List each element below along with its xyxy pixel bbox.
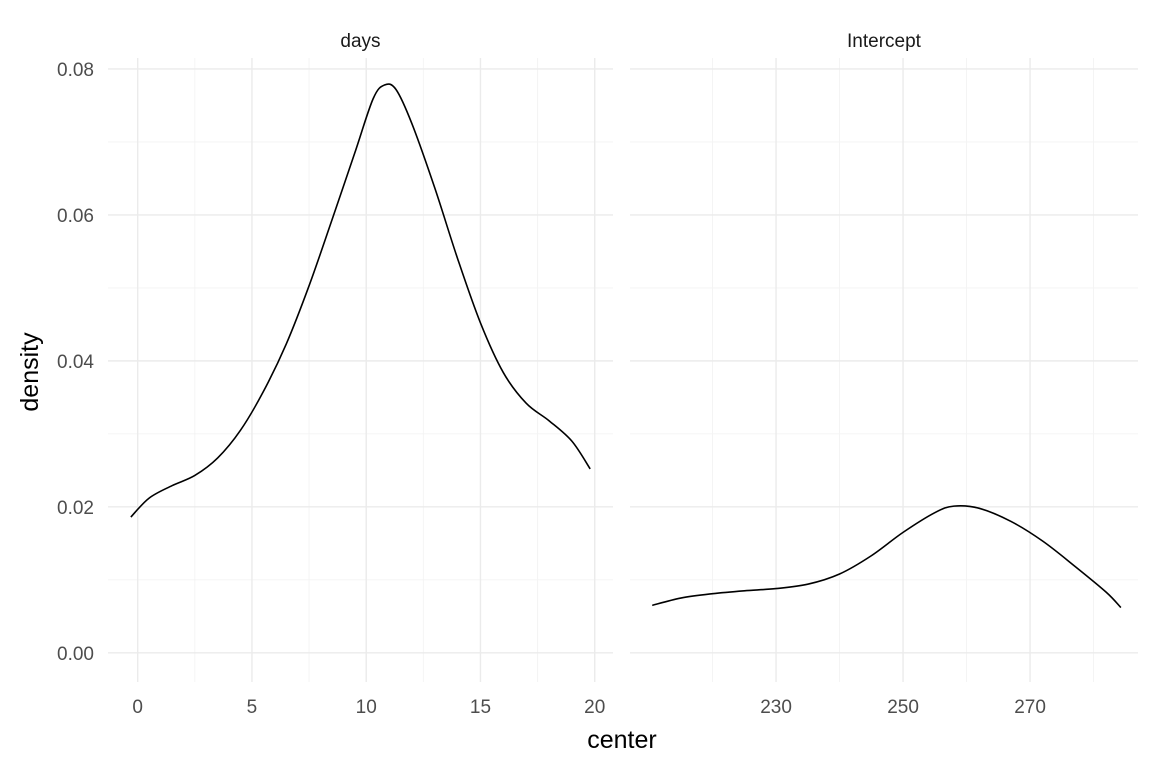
x-tick-label: 270 — [1014, 697, 1046, 718]
x-tick-label: 5 — [247, 697, 258, 718]
x-tick-label: 10 — [356, 697, 377, 718]
x-axis-title: center — [587, 726, 656, 754]
y-tick-labels: 0.00 0.02 0.04 0.06 0.08 — [57, 60, 94, 665]
facet-strip-label: Intercept — [847, 31, 922, 52]
facet-panels: 0 5 10 15 20 days 230 250 270 Intercept — [108, 31, 1138, 718]
facet-strip-label: days — [340, 31, 380, 52]
y-tick-label: 0.04 — [57, 352, 94, 373]
x-tick-label: 0 — [132, 697, 143, 718]
y-tick-label: 0.06 — [57, 206, 94, 227]
y-tick-label: 0.00 — [57, 644, 94, 665]
y-tick-label: 0.02 — [57, 498, 94, 519]
x-tick-label: 15 — [470, 697, 491, 718]
x-tick-label: 230 — [760, 697, 792, 718]
x-tick-label: 20 — [584, 697, 605, 718]
y-axis-title: density — [16, 332, 44, 412]
density-curve-intercept — [652, 504, 1122, 609]
x-tick-label: 250 — [887, 697, 919, 718]
facet-panel-days: 0 5 10 15 20 days — [108, 31, 613, 718]
facet-panel-intercept: 230 250 270 Intercept — [630, 31, 1138, 718]
density-curve-days — [130, 83, 591, 518]
y-tick-label: 0.08 — [57, 60, 94, 81]
